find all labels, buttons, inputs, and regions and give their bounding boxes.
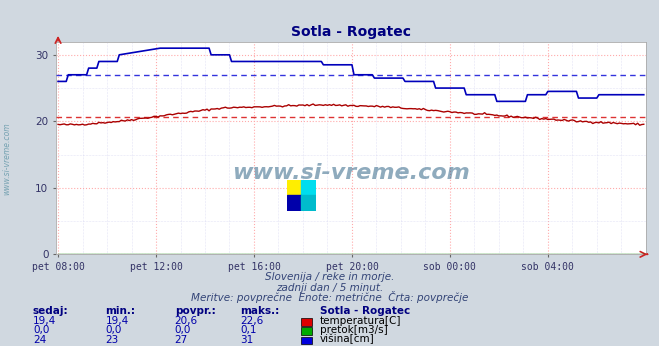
- Text: 23: 23: [105, 335, 119, 345]
- Bar: [302, 180, 316, 195]
- Text: 0,0: 0,0: [105, 325, 122, 335]
- Text: 0,1: 0,1: [241, 325, 257, 335]
- Bar: [287, 180, 302, 195]
- Text: Sotla - Rogatec: Sotla - Rogatec: [320, 306, 410, 316]
- Text: Meritve: povprečne  Enote: metrične  Črta: povprečje: Meritve: povprečne Enote: metrične Črta:…: [191, 291, 468, 303]
- Text: 31: 31: [241, 335, 254, 345]
- Text: 19,4: 19,4: [33, 316, 56, 326]
- Text: 20,6: 20,6: [175, 316, 198, 326]
- Text: 27: 27: [175, 335, 188, 345]
- Text: www.si-vreme.com: www.si-vreme.com: [232, 163, 470, 183]
- Text: 0,0: 0,0: [33, 325, 49, 335]
- Bar: [287, 195, 302, 211]
- Text: povpr.:: povpr.:: [175, 306, 215, 316]
- Text: sedaj:: sedaj:: [33, 306, 69, 316]
- Text: temperatura[C]: temperatura[C]: [320, 316, 401, 326]
- Bar: [302, 195, 316, 211]
- Text: zadnji dan / 5 minut.: zadnji dan / 5 minut.: [276, 283, 383, 293]
- Text: www.si-vreme.com: www.si-vreme.com: [2, 123, 11, 195]
- Text: 0,0: 0,0: [175, 325, 191, 335]
- Text: maks.:: maks.:: [241, 306, 280, 316]
- Text: pretok[m3/s]: pretok[m3/s]: [320, 325, 387, 335]
- Text: Slovenija / reke in morje.: Slovenija / reke in morje.: [265, 272, 394, 282]
- Text: 22,6: 22,6: [241, 316, 264, 326]
- Text: 19,4: 19,4: [105, 316, 129, 326]
- Text: min.:: min.:: [105, 306, 136, 316]
- Title: Sotla - Rogatec: Sotla - Rogatec: [291, 25, 411, 39]
- Text: višina[cm]: višina[cm]: [320, 334, 374, 345]
- Text: 24: 24: [33, 335, 46, 345]
